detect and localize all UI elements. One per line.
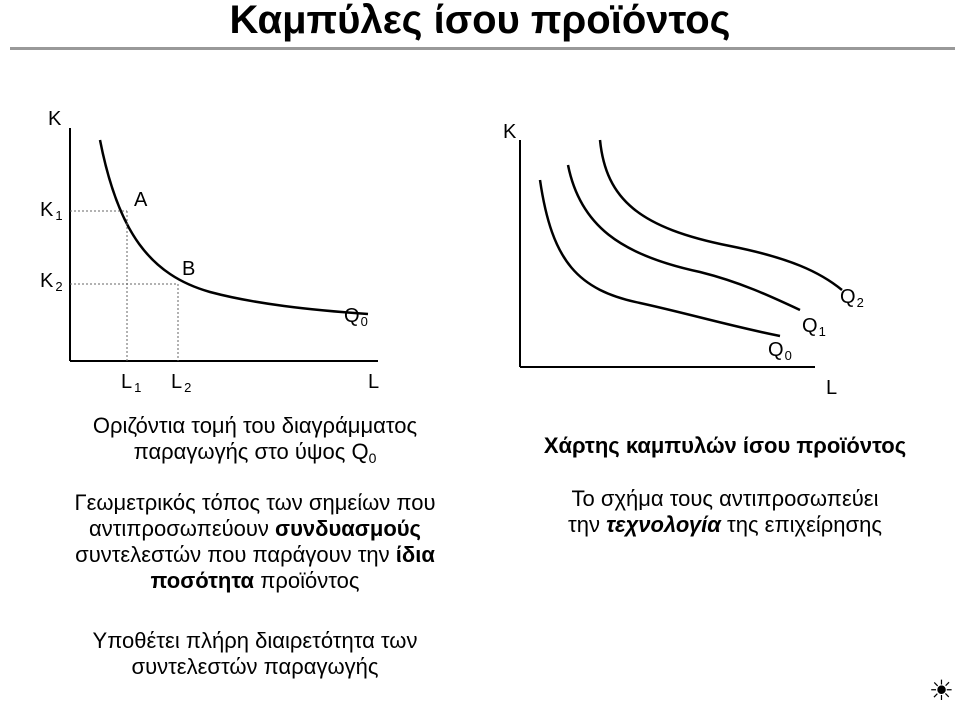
left-isoquant-curve: [98, 139, 369, 316]
definition-line-1: Οριζόντια τομή του διαγράμματος: [92, 413, 418, 438]
isoquant-q0-curve: [538, 179, 781, 338]
locus-line-3: συντελεστών που παράγουν την ίδια: [75, 542, 435, 567]
assumption-line-1: Υποθέτει πλήρη διαιρετότητα των: [92, 628, 418, 653]
right-isoquant-diagram: K Q0 Q1 Q2 L: [503, 121, 864, 399]
isoquant-q2-curve: [598, 139, 843, 291]
isoquant-definition: Οριζόντια τομή του διαγράμματος παραγωγή…: [20, 413, 490, 467]
point-a-label: A: [134, 189, 148, 211]
locus-description: Γεωμετρικός τόπος των σημείων που αντιπρ…: [20, 490, 490, 594]
left-x-axis-label: L: [368, 371, 379, 393]
sun-icon[interactable]: ☀: [928, 675, 954, 706]
left-curve-label: Q0: [344, 305, 368, 329]
slide-title: Καμπύλες ίσου προϊόντος: [229, 0, 731, 42]
q1-label: Q1: [802, 315, 826, 339]
locus-line-2: αντιπροσωπεύουν συνδυασμούς: [88, 516, 422, 541]
technology-description: Το σχήμα τους αντιπροσωπεύει την τεχνολο…: [495, 486, 955, 538]
divisibility-assumption: Υποθέτει πλήρη διαιρετότητα των συντελεσ…: [20, 628, 490, 680]
definition-line-2: παραγωγής στο ύψος Q0: [133, 439, 377, 466]
q2-label: Q2: [840, 286, 864, 310]
locus-line-1: Γεωμετρικός τόπος των σημείων που: [74, 490, 436, 515]
technology-line-1: Το σχήμα τους αντιπροσωπεύει: [571, 486, 879, 511]
isoquant-q1-curve: [566, 164, 801, 312]
left-y-axis-label: K: [48, 108, 62, 130]
technology-line-2: την τεχνολογία της επιχείρησης: [568, 512, 882, 537]
title-rule: [10, 47, 955, 50]
locus-line-4: ποσότητα προϊόντος: [150, 568, 360, 593]
isoquant-map-heading: Χάρτης καμπυλών ίσου προϊόντος: [543, 433, 907, 458]
point-b-label: B: [182, 258, 195, 280]
q0-label: Q0: [768, 339, 792, 363]
right-y-axis-label: K: [503, 121, 517, 143]
assumption-line-2: συντελεστών παραγωγής: [131, 654, 379, 679]
right-x-axis-label: L: [826, 377, 837, 399]
